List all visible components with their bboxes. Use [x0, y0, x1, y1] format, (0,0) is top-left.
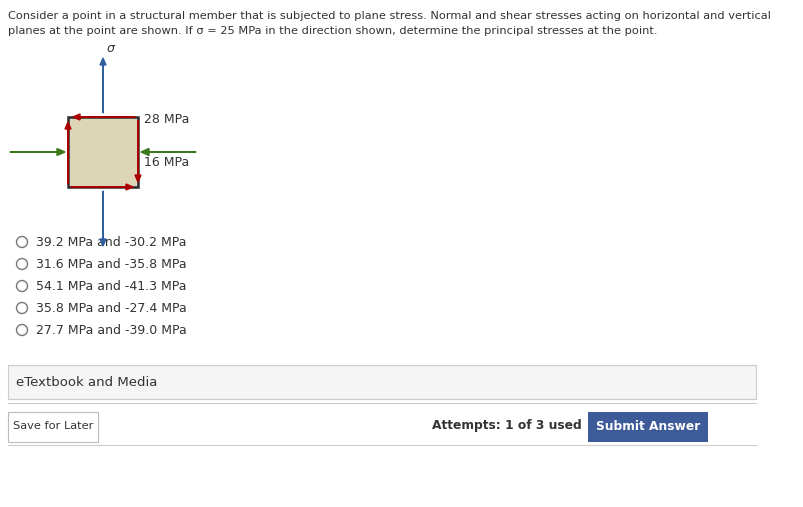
Text: 31.6 MPa and -35.8 MPa: 31.6 MPa and -35.8 MPa [36, 258, 186, 271]
Text: 35.8 MPa and -27.4 MPa: 35.8 MPa and -27.4 MPa [36, 302, 186, 314]
Text: eTextbook and Media: eTextbook and Media [16, 376, 157, 388]
Text: σ: σ [107, 42, 115, 55]
Text: planes at the point are shown. If σ = 25 MPa in the direction shown, determine t: planes at the point are shown. If σ = 25… [8, 26, 657, 36]
Bar [68, 117, 138, 187]
Bar [587, 412, 707, 442]
FancyArrow shape [141, 149, 196, 156]
Bar [8, 412, 98, 442]
Text: 28 MPa: 28 MPa [144, 113, 190, 126]
Bar [8, 365, 755, 399]
FancyArrow shape [65, 122, 71, 184]
FancyArrow shape [100, 191, 106, 246]
Text: Submit Answer: Submit Answer [595, 419, 699, 432]
Text: Attempts: 1 of 3 used: Attempts: 1 of 3 used [432, 419, 581, 432]
Text: Save for Later: Save for Later [13, 421, 93, 431]
Text: 39.2 MPa and -30.2 MPa: 39.2 MPa and -30.2 MPa [36, 235, 186, 248]
FancyArrow shape [135, 120, 141, 182]
Text: 27.7 MPa and -39.0 MPa: 27.7 MPa and -39.0 MPa [36, 323, 186, 337]
FancyArrow shape [100, 58, 106, 113]
FancyArrow shape [10, 149, 65, 156]
Text: 16 MPa: 16 MPa [144, 156, 189, 169]
Text: 54.1 MPa and -41.3 MPa: 54.1 MPa and -41.3 MPa [36, 279, 186, 293]
FancyArrow shape [71, 184, 132, 190]
FancyArrow shape [73, 114, 135, 120]
Text: Consider a point in a structural member that is subjected to plane stress. Norma: Consider a point in a structural member … [8, 11, 770, 21]
